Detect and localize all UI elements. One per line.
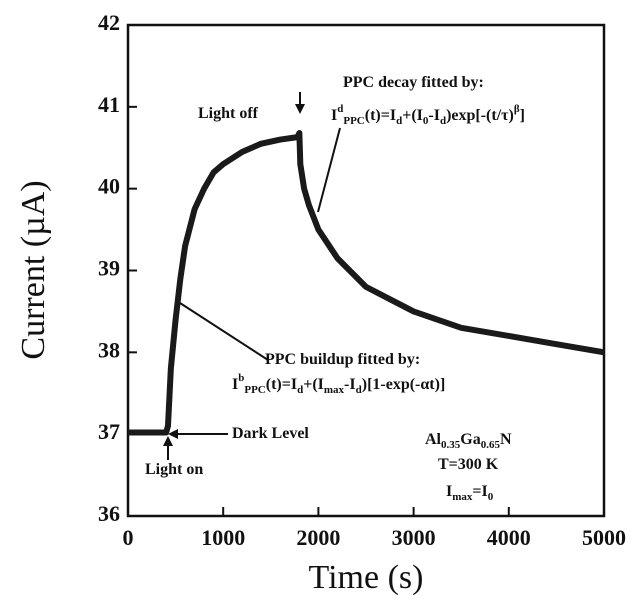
y-tick-label: 39 xyxy=(98,256,120,281)
annotation-part: max xyxy=(324,384,345,396)
arrow-head xyxy=(168,429,178,439)
annotation-part: Dark Level xyxy=(232,425,309,442)
annotation-part: d xyxy=(396,115,402,127)
annotation-part: T=300 K xyxy=(438,456,499,473)
plot-frame xyxy=(126,23,606,518)
annotation-part: ] xyxy=(520,107,525,124)
annotation: Al0.35Ga0.65N xyxy=(425,431,512,451)
annotation-part: PPC buildup fitted by: xyxy=(265,351,420,368)
annotation: Dark Level xyxy=(232,425,309,442)
annotation: PPC decay fitted by: xyxy=(343,74,484,91)
y-tick-label: 40 xyxy=(98,174,120,199)
annotation-part: b xyxy=(238,372,244,384)
annotation-part: Light off xyxy=(198,105,259,122)
x-tick-label: 2000 xyxy=(296,525,340,550)
y-tick-label: 38 xyxy=(98,337,120,362)
annotation-part: Al xyxy=(425,431,442,448)
annotation-part: N xyxy=(500,431,512,448)
y-tick-label: 42 xyxy=(98,10,120,35)
y-tick-label: 36 xyxy=(98,501,120,526)
annotation-part: max xyxy=(452,491,473,503)
annotation-part: I xyxy=(446,483,452,500)
annotation-part: d xyxy=(356,384,362,396)
x-tick-label: 4000 xyxy=(487,525,531,550)
x-axis-label: Time (s) xyxy=(309,559,424,596)
annotation: Light on xyxy=(145,461,203,478)
annotation-part: =I xyxy=(472,483,487,500)
y-tick-label: 37 xyxy=(98,419,120,444)
annotation: Light off xyxy=(198,105,259,122)
annotation: Imax=I0 xyxy=(446,483,494,503)
annotation-part: I xyxy=(232,376,238,393)
data-line xyxy=(128,130,605,436)
annotation-part: +(I xyxy=(303,376,324,393)
y-tick-label: 41 xyxy=(98,92,120,117)
annotation: IbPPC(t)=Id+(Imax-Id)[1-exp(-αt)] xyxy=(232,372,445,396)
annotation-part: I xyxy=(331,107,337,124)
annotation-part: Light on xyxy=(145,461,203,478)
annotation-part: β xyxy=(514,103,520,115)
annotation-part: -I xyxy=(344,376,356,393)
x-tick-label: 3000 xyxy=(392,525,436,550)
annotation-part: PPC decay fitted by: xyxy=(343,74,484,91)
annotation-part: Ga xyxy=(460,431,480,448)
y-axis-label: Current (µA) xyxy=(15,180,52,359)
annotation-part: 0 xyxy=(488,491,494,503)
annotation-part: (t)=I xyxy=(266,376,297,393)
annotation-part: 0.35 xyxy=(441,439,461,451)
annotation-part: (t)=I xyxy=(365,107,396,124)
annotation-part: PPC xyxy=(244,384,265,396)
annotation: T=300 K xyxy=(438,456,499,473)
annotation-part: +(I xyxy=(402,107,423,124)
annotation-part: d xyxy=(440,115,446,127)
arrow-head xyxy=(295,104,305,114)
annotation-part: d xyxy=(297,384,303,396)
annotation-part: d xyxy=(337,103,343,115)
annotation-part: )[1-exp(-αt)] xyxy=(362,376,446,393)
annotation-part: 0 xyxy=(423,115,429,127)
arrow-head xyxy=(163,436,173,446)
x-tick-label: 1000 xyxy=(201,525,245,550)
annotation: IdPPC(t)=Id+(I0-Id)exp[-(t/τ)β] xyxy=(331,103,525,127)
annotation-part: -I xyxy=(428,107,440,124)
x-tick-label: 5000 xyxy=(582,525,626,550)
annotation-part: )exp[-(t/τ) xyxy=(446,107,514,124)
pointer xyxy=(179,302,269,361)
annotation-part: PPC xyxy=(343,115,364,127)
pointer xyxy=(317,127,341,213)
annotation-part: 0.65 xyxy=(481,439,501,451)
annotation: PPC buildup fitted by: xyxy=(265,351,420,368)
x-tick-label: 0 xyxy=(123,525,134,550)
